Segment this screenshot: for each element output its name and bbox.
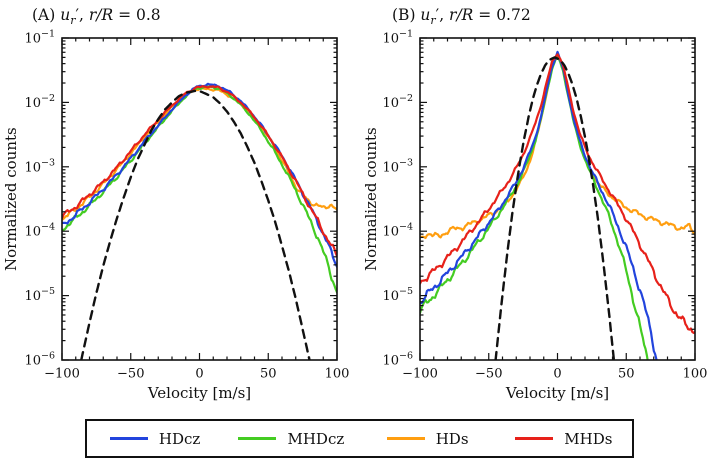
x-tick-label: −50 [117, 367, 144, 382]
panel-a-yaxis-label: Normalized counts [2, 127, 20, 271]
y-tick-label: 10−5 [382, 286, 413, 304]
title-b-value: = 0.72 [473, 6, 531, 24]
panel-b-xaxis-label: Velocity [m/s] [505, 384, 610, 402]
x-tick-label: 0 [553, 367, 561, 382]
series-group [420, 50, 695, 360]
title-a-value: = 0.8 [113, 6, 161, 24]
y-tick-label: 10−2 [24, 93, 55, 111]
legend-entry-mhdcz: MHDcz [223, 421, 359, 456]
title-a-prefix: (A) [32, 6, 61, 24]
panel-A: −100 −50 0 50 100 10−1 10−2 10−3 10−4 10−5 10−6 [24, 29, 349, 382]
title-b-prime: ′, [435, 6, 450, 24]
x-tick-label: 50 [618, 367, 635, 382]
x-tick-label: 100 [683, 367, 708, 382]
legend-entry-mhds: MHDs [496, 421, 632, 456]
legend-label-hds: HDs [435, 429, 469, 448]
x-tick-label: −100 [44, 367, 80, 382]
legend-line-hdcz [109, 437, 148, 440]
series-mhds-line [62, 85, 337, 258]
series-hds-line [420, 54, 695, 240]
title-b-prefix: (B) [392, 6, 421, 24]
panel-b-yaxis-label: Normalized counts [362, 127, 380, 271]
title-b-sub: r [430, 14, 436, 28]
ticks [419, 37, 696, 361]
panel-b-title: (B) ur′, r/R = 0.72 [392, 6, 531, 27]
y-tick-label: 10−4 [24, 222, 55, 240]
title-a-sub: r [70, 14, 76, 28]
ticks [61, 37, 338, 361]
y-tick-label: 10−6 [382, 351, 413, 369]
series-hdcz-line [420, 50, 658, 360]
series-group [62, 82, 337, 360]
title-b-ratio: r/R [449, 6, 474, 24]
y-tick-label: 10−6 [24, 351, 55, 369]
series-gaussian-line [494, 56, 616, 360]
plot-frame [419, 37, 696, 361]
y-tick-label: 10−1 [382, 29, 413, 47]
title-a-ratio: r/R [88, 6, 114, 24]
x-tick-label: −50 [475, 367, 502, 382]
x-tick-label: 100 [325, 367, 350, 382]
series-hds-line [62, 87, 337, 221]
y-tick-label: 10−3 [382, 157, 413, 175]
x-tick-label: −100 [402, 367, 438, 382]
y-tick-label: 10−2 [382, 93, 413, 111]
panel-a-xaxis-label: Velocity [m/s] [147, 384, 252, 402]
series-mhdcz-line [420, 54, 649, 360]
x-tick-label: 50 [260, 367, 277, 382]
y-tick-label: 10−3 [24, 157, 55, 175]
series-gaussian-line [80, 89, 311, 360]
series-hdcz-line [62, 82, 337, 268]
series-mhds-line [420, 53, 695, 334]
title-b-u: u [420, 6, 431, 24]
legend: HDcz MHDcz HDs MHDs [85, 419, 634, 458]
title-a-prime: ′, [75, 6, 89, 24]
legend-label-mhdcz: MHDcz [287, 429, 345, 448]
y-tick-label: 10−5 [24, 286, 55, 304]
title-a-u: u [60, 6, 71, 24]
x-tick-label: 0 [195, 367, 203, 382]
legend-entry-hds: HDs [360, 421, 496, 456]
panel-B: −100 −50 0 50 100 10−1 10−2 10−3 10−4 10−5 10−6 [382, 29, 707, 382]
legend-entry-hdcz: HDcz [87, 421, 223, 456]
legend-label-hdcz: HDcz [158, 429, 201, 448]
y-tick-label: 10−4 [382, 222, 413, 240]
legend-line-mhdcz [238, 437, 277, 440]
legend-line-mhds [515, 437, 554, 440]
y-tick-label: 10−1 [24, 29, 55, 47]
panel-a-title: (A) ur′, r/R = 0.8 [32, 6, 161, 27]
legend-line-hds [386, 437, 425, 440]
legend-label-mhds: MHDs [564, 429, 613, 448]
